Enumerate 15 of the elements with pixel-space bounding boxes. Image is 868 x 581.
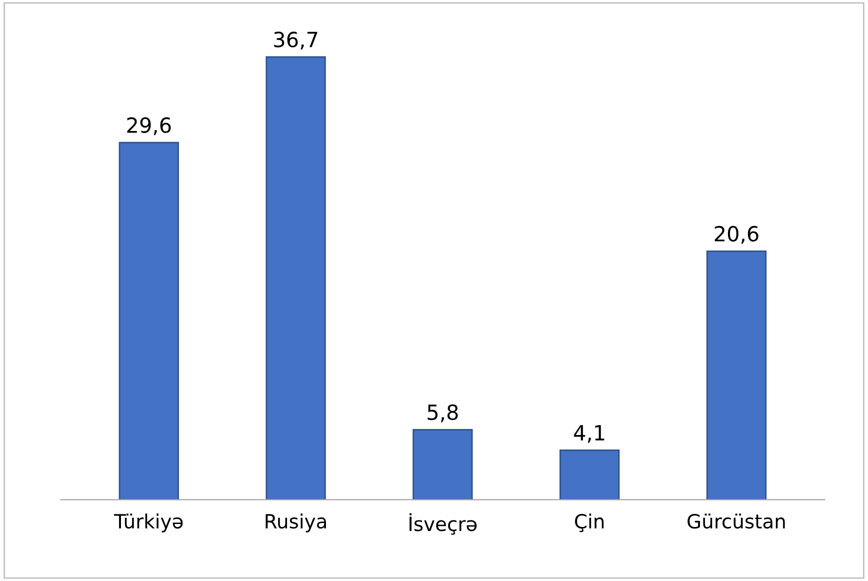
data-label: 36,7 [274, 32, 318, 50]
bar [706, 250, 767, 500]
x-tick-label: İsveçrə [410, 513, 477, 535]
x-tick-label: Çin [575, 514, 604, 532]
data-label: 20,6 [714, 226, 758, 244]
x-tick-label: Gürcüstan [688, 514, 785, 529]
x-tick-label: Türkiyə [114, 514, 183, 532]
x-tick-label: Rusiya [266, 514, 326, 532]
bar [412, 429, 473, 500]
bar [118, 142, 179, 500]
data-label: 5,8 [428, 404, 458, 422]
bar [266, 56, 326, 500]
data-label: 29,6 [127, 117, 171, 136]
bar [560, 450, 620, 500]
data-label: 4,1 [574, 425, 604, 443]
